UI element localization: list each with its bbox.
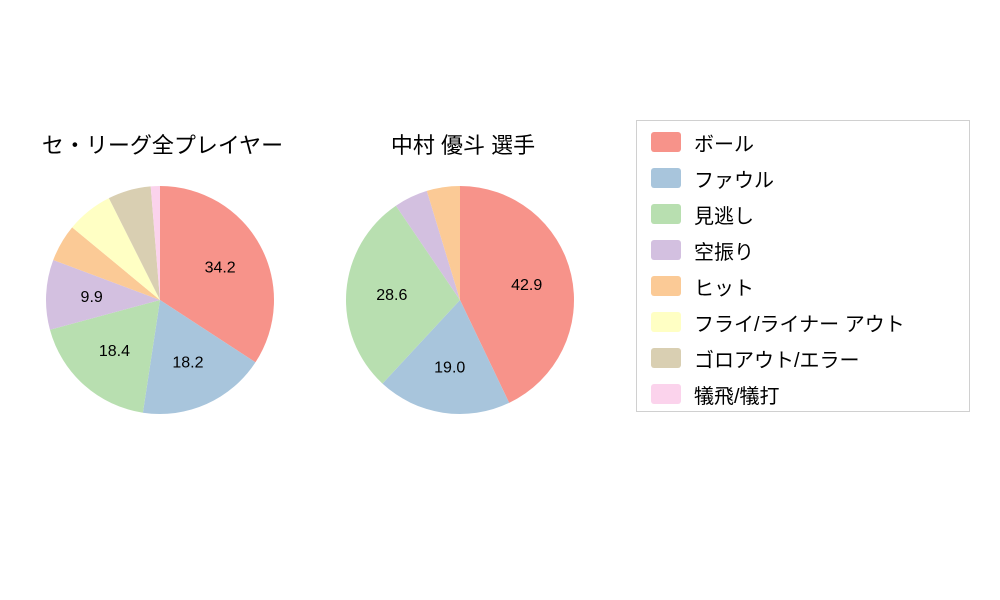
pie-slice	[53, 227, 160, 300]
pie-slice	[160, 186, 274, 363]
pie-slice	[426, 186, 460, 300]
pie-slice-label: 42.9	[511, 277, 542, 294]
legend-swatch	[651, 276, 681, 296]
legend-item: フライ/ライナー アウト	[637, 304, 969, 340]
legend-swatch	[651, 204, 681, 224]
pie-slice-label: 34.2	[205, 259, 236, 276]
pie-slice	[142, 300, 256, 414]
pie-slice	[72, 198, 160, 300]
legend-label: 空振り	[694, 241, 754, 264]
pie-slice-label: 9.9	[81, 289, 103, 306]
pie-slice	[150, 186, 160, 300]
pie-slice	[345, 205, 460, 384]
legend-swatch	[651, 384, 681, 404]
legend-item: ゴロアウト/エラー	[637, 340, 969, 376]
legend-item: 犠飛/犠打	[637, 376, 969, 412]
legend-swatch	[651, 312, 681, 332]
legend-label: 見逃し	[694, 205, 754, 228]
pie-slice-label: 18.4	[99, 343, 130, 360]
legend-item: ボール	[637, 124, 969, 160]
pie-chart-right: 42.9 19.0 28.6	[345, 186, 574, 414]
pie-slice	[49, 300, 160, 413]
legend-swatch	[651, 168, 681, 188]
pie-slice	[382, 300, 510, 414]
pie-slice	[108, 186, 160, 300]
legend-swatch	[651, 132, 681, 152]
legend-label: ヒット	[694, 277, 754, 300]
legend-label: フライ/ライナー アウト	[694, 313, 905, 336]
pie-slice-label: 19.0	[434, 360, 465, 377]
pie-chart-left: 34.2 18.2 18.4 9.9	[45, 186, 274, 414]
legend: ボールファウル見逃し空振りヒットフライ/ライナー アウト ゴロアウト/エラー 犠飛/…	[636, 120, 970, 412]
pie-slice	[460, 186, 574, 403]
left-pie-title: セ・リーグ全プレイヤー	[41, 133, 284, 158]
pie-slice	[45, 260, 160, 330]
legend-item: ヒット	[637, 268, 969, 304]
legend-item: 空振り	[637, 232, 969, 268]
legend-label: ボール	[694, 133, 754, 156]
legend-item: ファウル	[637, 160, 969, 196]
pie-slice	[395, 190, 460, 300]
pie-slice-label: 28.6	[376, 287, 407, 304]
legend-label: ゴロアウト/エラー	[694, 349, 860, 372]
right-pie-title: 中村 優斗 選手	[390, 133, 536, 158]
legend-item: 見逃し	[637, 196, 969, 232]
pie-slice-label: 18.2	[172, 354, 203, 371]
legend-label: 犠飛/犠打	[694, 385, 780, 408]
legend-swatch	[651, 240, 681, 260]
legend-swatch	[651, 348, 681, 368]
legend-label: ファウル	[694, 169, 774, 192]
